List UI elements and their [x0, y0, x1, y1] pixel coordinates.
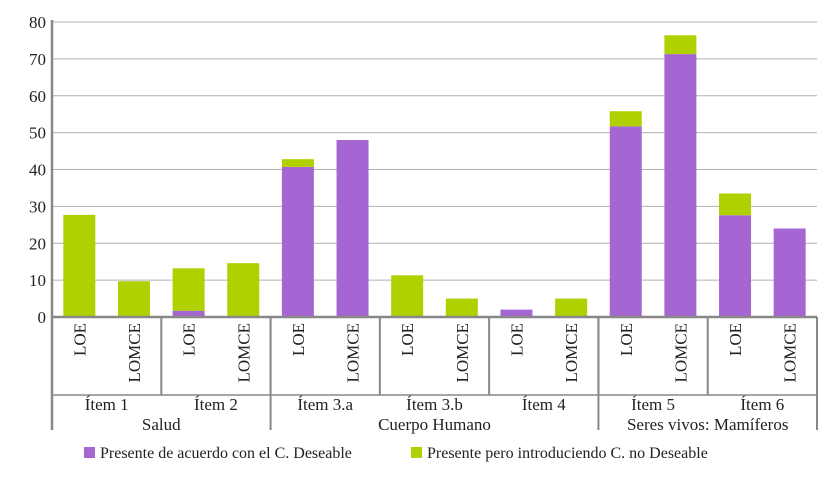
y-tick-label: 20 [29, 234, 46, 253]
group-label: Seres vivos: Mamíferos [627, 415, 788, 434]
item-label: Ítem 3.a [297, 395, 353, 414]
category-label: LOE [507, 323, 526, 356]
item-label: Ítem 5 [631, 395, 675, 414]
bar-segment-no-deseable [172, 268, 205, 311]
bar-segment-deseable [500, 309, 533, 317]
y-tick-label: 70 [29, 50, 46, 69]
bar-segment-no-deseable [281, 159, 314, 167]
bar-segment-no-deseable [117, 281, 150, 317]
bar-segment-no-deseable [664, 35, 697, 55]
category-label: LOE [726, 323, 745, 356]
legend-swatch [411, 447, 422, 458]
group-label: Cuerpo Humano [378, 415, 491, 434]
bar-segment-deseable [719, 215, 752, 317]
category-label: LOE [180, 323, 199, 356]
bar-segment-deseable [773, 228, 806, 317]
legend-label: Presente de acuerdo con el C. Deseable [100, 445, 352, 462]
group-label: Salud [142, 415, 181, 434]
category-label: LOMCE [781, 323, 800, 383]
item-label: Ítem 4 [522, 395, 566, 414]
y-tick-label: 50 [29, 124, 46, 143]
category-label: LOE [617, 323, 636, 356]
category-label: LOE [289, 323, 308, 356]
bar-segment-deseable [281, 166, 314, 317]
bar-segment-no-deseable [609, 111, 642, 127]
y-tick-label: 60 [29, 87, 46, 106]
bar-segment-deseable [336, 140, 369, 317]
category-label: LOMCE [453, 323, 472, 383]
category-label: LOE [398, 323, 417, 356]
y-tick-label: 30 [29, 197, 46, 216]
y-tick-label: 10 [29, 271, 46, 290]
bar-segment-no-deseable [391, 275, 424, 317]
y-tick-label: 0 [38, 308, 47, 327]
legend-label: Presente pero introduciendo C. no Deseab… [427, 445, 708, 462]
bar-segment-no-deseable [719, 193, 752, 216]
bar-segment-no-deseable [445, 298, 478, 317]
category-label: LOMCE [125, 323, 144, 383]
category-label: LOMCE [562, 323, 581, 383]
bar-segment-deseable [609, 126, 642, 317]
category-label: LOMCE [234, 323, 253, 383]
item-label: Ítem 3.b [406, 395, 463, 414]
bar-segment-no-deseable [63, 214, 96, 317]
bar-segment-no-deseable [555, 298, 588, 317]
category-label: LOMCE [671, 323, 690, 383]
y-tick-label: 80 [29, 13, 46, 32]
category-label: LOE [70, 323, 89, 356]
item-label: Ítem 2 [194, 395, 238, 414]
category-label: LOMCE [344, 323, 363, 383]
item-label: Ítem 6 [740, 395, 784, 414]
y-tick-label: 40 [29, 161, 46, 180]
item-label: Ítem 1 [85, 395, 129, 414]
bar-segment-no-deseable [227, 263, 260, 317]
bar-segment-deseable [664, 54, 697, 318]
legend-swatch [84, 447, 95, 458]
bar-segment-deseable [172, 310, 205, 317]
